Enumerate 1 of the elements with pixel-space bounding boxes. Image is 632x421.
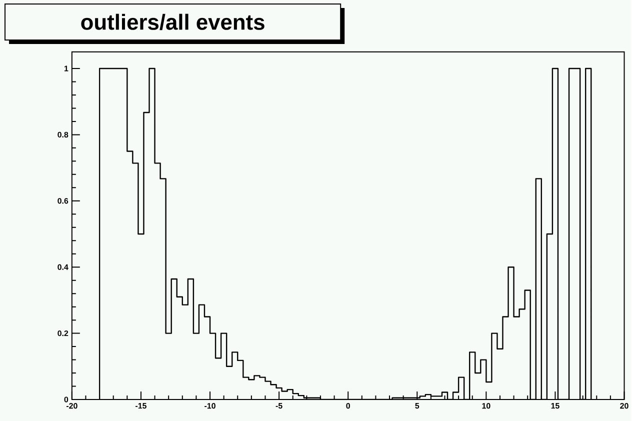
chart-title: outliers/all events [81,14,264,30]
